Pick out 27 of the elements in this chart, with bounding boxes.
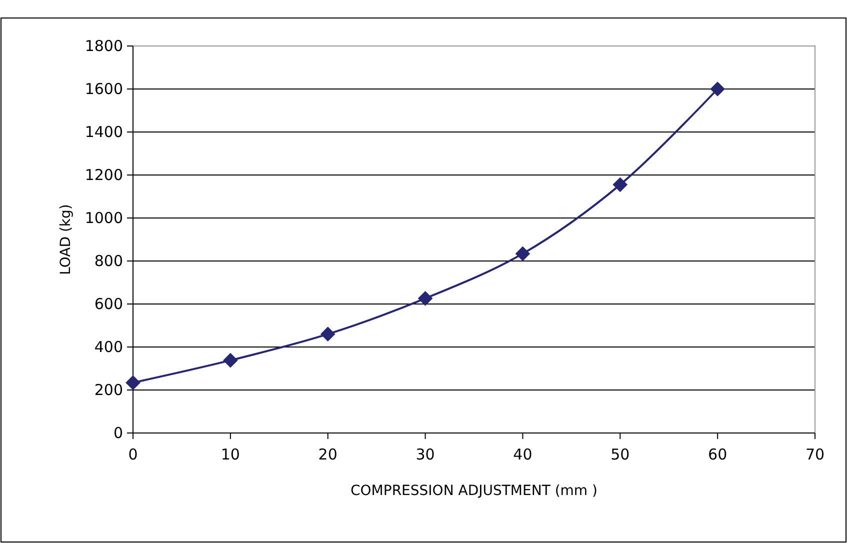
point bbox=[710, 82, 725, 96]
y-axis-title: LOAD (kg) bbox=[58, 204, 74, 275]
y-tick-label: 1800 bbox=[84, 36, 123, 55]
point bbox=[320, 326, 336, 342]
x-tick-label: 70 bbox=[805, 446, 825, 464]
x-axis-title: COMPRESSION ADJUSTMENT (mm ) bbox=[350, 483, 598, 499]
x-tick-label: 0 bbox=[128, 446, 138, 464]
y-tick-label: 1200 bbox=[84, 166, 123, 184]
x-tick-label: 10 bbox=[220, 446, 240, 464]
y-tick-label: 800 bbox=[94, 252, 123, 270]
y-tick-label: 0 bbox=[113, 424, 123, 442]
x-tick-label: 20 bbox=[318, 446, 338, 464]
x-tick-label: 30 bbox=[416, 446, 435, 464]
y-tick-label: 200 bbox=[94, 380, 123, 399]
x-tick-label: 60 bbox=[708, 446, 728, 464]
y-tick-label: 600 bbox=[94, 294, 123, 313]
point bbox=[126, 375, 140, 390]
point bbox=[515, 246, 530, 262]
x-tick-label: 50 bbox=[610, 446, 630, 464]
y-tick-label: 1600 bbox=[84, 80, 123, 98]
point bbox=[612, 177, 628, 192]
point bbox=[223, 352, 238, 368]
point bbox=[418, 290, 433, 306]
x-tick-label: 40 bbox=[513, 446, 532, 464]
y-tick-label: 400 bbox=[94, 338, 123, 356]
y-tick-label: 1000 bbox=[84, 208, 123, 227]
y-tick-label: 1400 bbox=[84, 122, 123, 141]
